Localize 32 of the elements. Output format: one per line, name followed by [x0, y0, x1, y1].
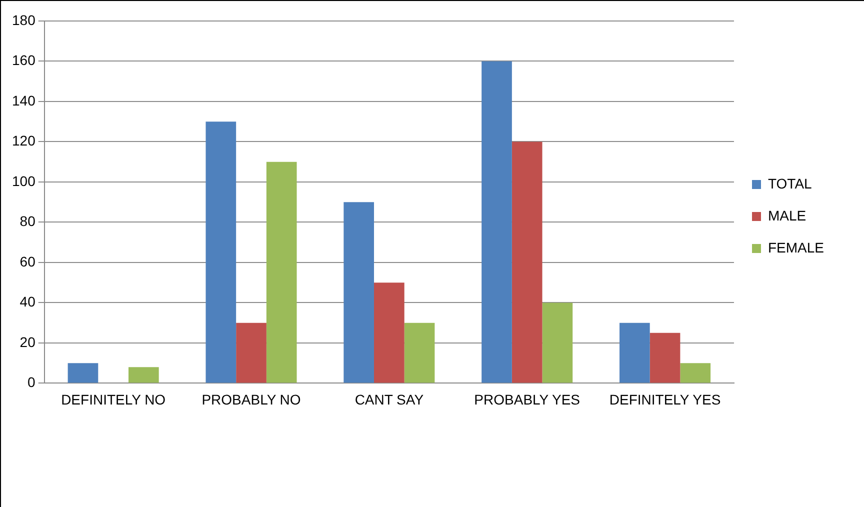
bar: [206, 122, 236, 383]
y-tick-label: 160: [12, 52, 36, 68]
y-tick-label: 140: [12, 92, 36, 108]
legend-label: TOTAL: [768, 175, 812, 192]
y-tick-label: 0: [28, 374, 36, 390]
y-tick-label: 40: [20, 294, 36, 310]
x-tick-label: PROBABLY NO: [202, 391, 301, 408]
bar: [620, 322, 650, 383]
bar: [128, 367, 159, 383]
bar: [68, 363, 98, 383]
legend-label: FEMALE: [768, 239, 824, 256]
bar: [404, 322, 435, 383]
bar: [482, 61, 512, 383]
bar: [542, 302, 573, 383]
x-tick-label: CANT SAY: [354, 391, 424, 408]
y-tick-label: 120: [12, 132, 36, 149]
bar: [266, 162, 297, 383]
bar: [512, 142, 542, 383]
bar: [236, 322, 266, 383]
x-tick-label: DEFINITELY NO: [61, 391, 166, 408]
x-tick-label: DEFINITELY YES: [609, 391, 721, 408]
bar: [374, 282, 404, 383]
bar: [344, 202, 374, 383]
legend-label: MALE: [768, 207, 806, 224]
y-tick-label: 60: [20, 253, 36, 270]
x-tick-label: PROBABLY YES: [474, 391, 580, 408]
bar: [680, 363, 711, 383]
y-tick-label: 80: [20, 213, 36, 230]
bar: [650, 332, 680, 383]
y-tick-label: 100: [12, 172, 36, 189]
y-tick-label: 20: [20, 334, 36, 350]
y-tick-label: 180: [12, 12, 36, 28]
